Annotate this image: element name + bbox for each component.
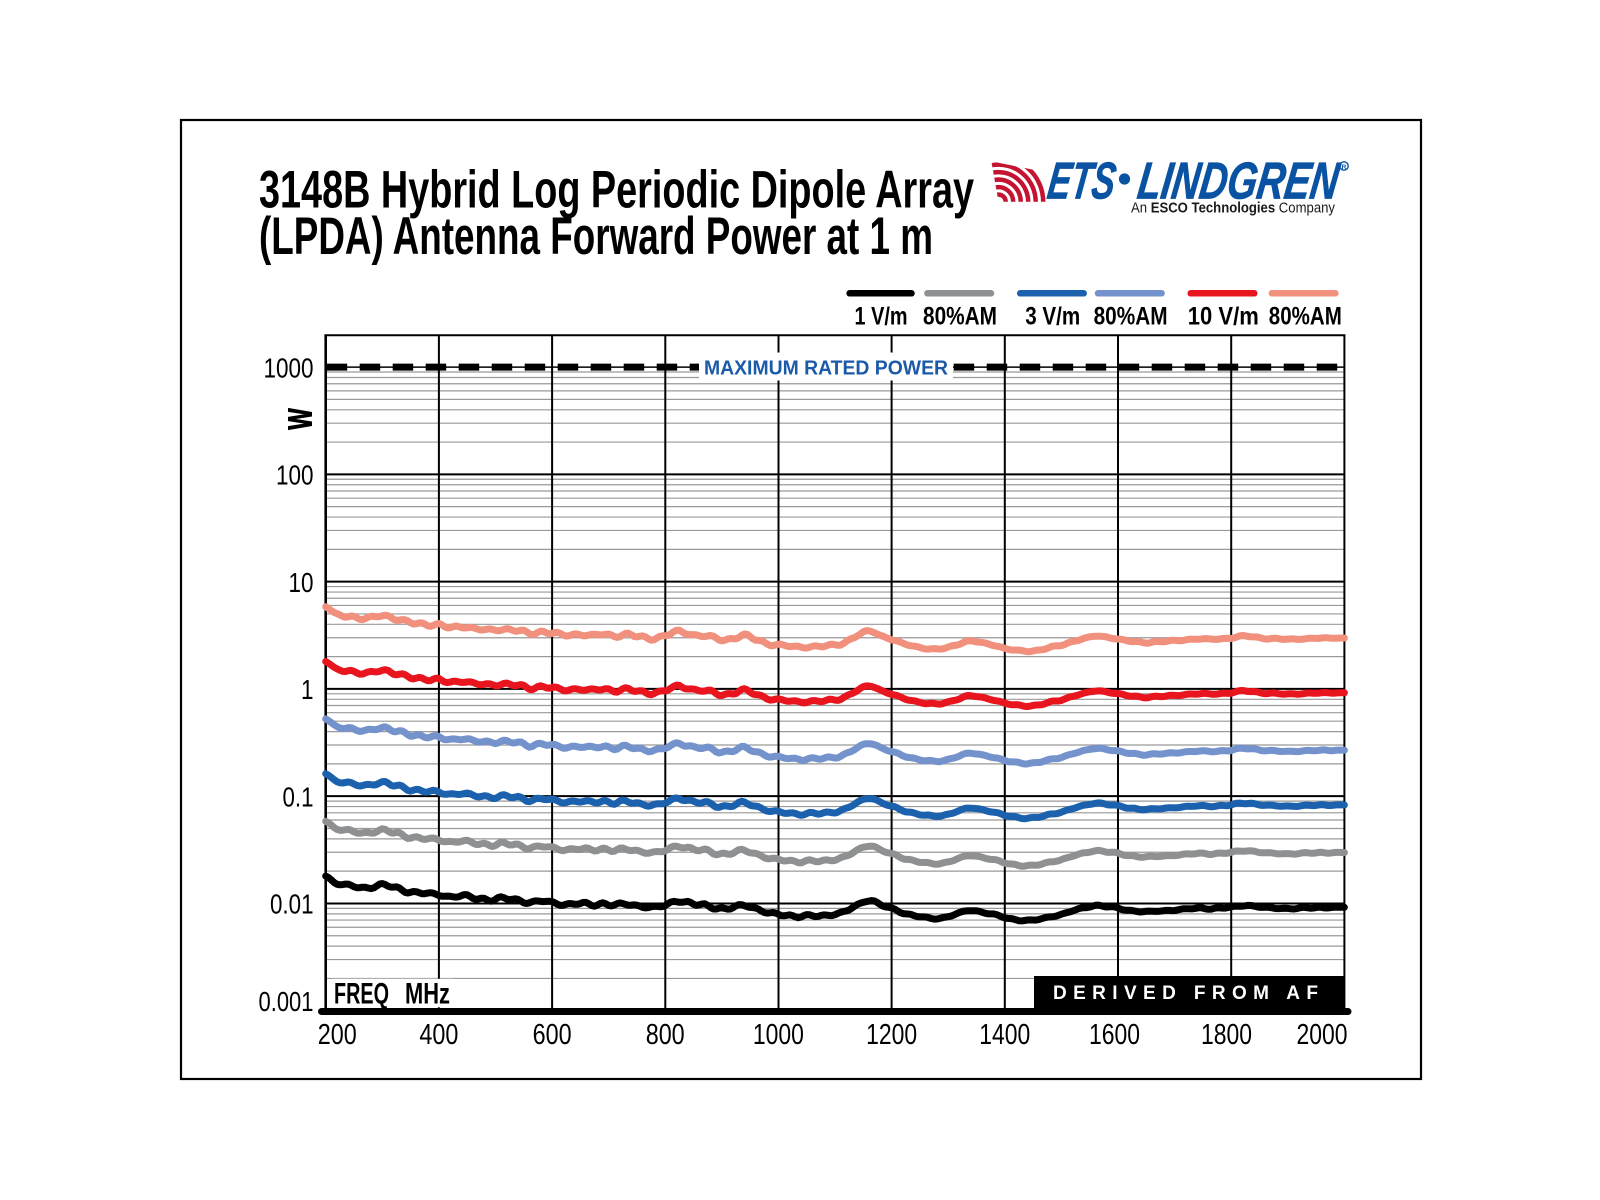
- svg-text:DERIVED FROM AF: DERIVED FROM AF: [1053, 983, 1325, 1004]
- svg-text:1600: 1600: [1089, 1019, 1140, 1051]
- svg-text:(LPDA) Antenna Forward Power a: (LPDA) Antenna Forward Power at 1 m: [259, 207, 933, 266]
- svg-text:3148B Hybrid Log Periodic Dipo: 3148B Hybrid Log Periodic Dipole Array: [259, 161, 974, 220]
- svg-text:1800: 1800: [1201, 1019, 1252, 1051]
- svg-text:0.001: 0.001: [259, 986, 314, 1017]
- svg-text:W: W: [282, 408, 319, 430]
- svg-text:1: 1: [301, 674, 314, 705]
- svg-text:10 V/m: 10 V/m: [1188, 303, 1259, 331]
- svg-text:0.1: 0.1: [283, 781, 314, 812]
- svg-text:1000: 1000: [753, 1019, 804, 1051]
- svg-text:ETS: ETS: [1044, 153, 1119, 211]
- svg-text:80%AM: 80%AM: [1269, 303, 1342, 331]
- svg-text:An ESCO Technologies Company: An ESCO Technologies Company: [1131, 200, 1335, 217]
- svg-text:FREQ: FREQ: [334, 978, 389, 1011]
- svg-text:2000: 2000: [1297, 1019, 1348, 1051]
- svg-text:R: R: [1342, 164, 1347, 171]
- svg-text:0.01: 0.01: [270, 889, 314, 920]
- svg-text:3 V/m: 3 V/m: [1025, 303, 1080, 331]
- svg-text:800: 800: [646, 1019, 685, 1051]
- svg-text:10: 10: [289, 567, 314, 598]
- svg-text:1400: 1400: [979, 1019, 1030, 1051]
- svg-text:200: 200: [318, 1019, 357, 1051]
- svg-text:600: 600: [533, 1019, 572, 1051]
- svg-text:MHz: MHz: [405, 978, 450, 1011]
- svg-text:100: 100: [276, 460, 314, 491]
- svg-text:1200: 1200: [866, 1019, 917, 1051]
- svg-text:MAXIMUM RATED POWER: MAXIMUM RATED POWER: [704, 356, 948, 379]
- svg-text:80%AM: 80%AM: [1094, 303, 1168, 331]
- svg-text:400: 400: [419, 1019, 458, 1051]
- svg-text:1000: 1000: [264, 352, 314, 383]
- svg-text:1 V/m: 1 V/m: [855, 303, 908, 331]
- svg-text:LINDGREN: LINDGREN: [1134, 153, 1343, 211]
- svg-text:80%AM: 80%AM: [923, 303, 997, 331]
